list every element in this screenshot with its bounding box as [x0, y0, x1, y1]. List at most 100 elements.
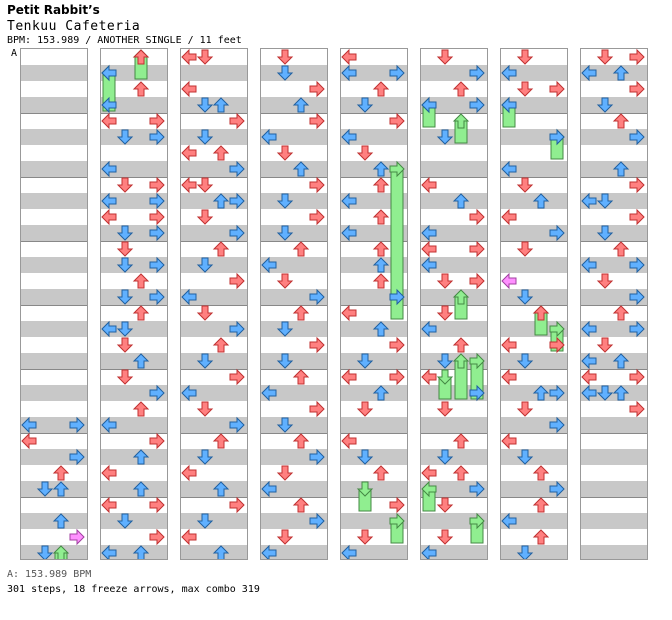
arrow-left-icon [581, 368, 597, 386]
arrow-up-icon [612, 385, 630, 401]
measure-line [341, 113, 407, 114]
measure-line [581, 113, 647, 114]
measure-line [181, 305, 247, 306]
arrow-down-icon [516, 545, 534, 559]
beat-band [21, 449, 87, 465]
arrow-right-icon [229, 496, 245, 514]
arrow-right-icon [469, 96, 485, 114]
beat-band [101, 257, 167, 273]
arrow-down-icon [356, 529, 374, 545]
arrow-down-icon [116, 225, 134, 241]
beat-band [21, 353, 87, 369]
beat-band [261, 193, 327, 209]
measure-line [181, 177, 247, 178]
beat-band [181, 321, 247, 337]
arrow-left-icon [101, 416, 117, 434]
beat-band [341, 353, 407, 369]
arrow-right-icon [229, 160, 245, 178]
beat-band [261, 65, 327, 81]
arrow-right-icon [229, 272, 245, 290]
arrow-down-icon [116, 337, 134, 353]
beat-band [181, 257, 247, 273]
song-title: Tenkuu Cafeteria [7, 19, 141, 34]
arrow-right-icon [549, 80, 565, 98]
arrow-up-icon [132, 481, 150, 497]
arrow-down-icon [276, 417, 294, 433]
measure-line [181, 497, 247, 498]
arrow-down-icon [356, 145, 374, 161]
arrow-up-icon [372, 257, 390, 273]
arrow-down-icon [276, 225, 294, 241]
arrow-left-icon [181, 144, 197, 162]
measure-line [581, 241, 647, 242]
measure-line [261, 305, 327, 306]
arrow-down-icon [196, 401, 214, 417]
stats-line: 301 steps, 18 freeze arrows, max combo 3… [7, 584, 260, 595]
arrow-right-icon [549, 384, 565, 402]
beat-band [101, 193, 167, 209]
beat-band [581, 545, 647, 559]
arrow-down-icon [356, 97, 374, 113]
beat-band [181, 545, 247, 559]
beat-band [181, 129, 247, 145]
freeze-arrow-right-icon [389, 512, 405, 530]
arrow-right-icon [309, 400, 325, 418]
arrow-left-icon [421, 464, 437, 482]
measure-line [21, 497, 87, 498]
arrow-down-icon [516, 241, 534, 257]
beat-band [501, 513, 567, 529]
arrow-left-icon [101, 64, 117, 82]
beat-band [581, 257, 647, 273]
measure-line [181, 113, 247, 114]
arrow-down-icon [516, 449, 534, 465]
arrow-left-icon [181, 288, 197, 306]
arrow-right-icon [549, 480, 565, 498]
chart-column-2 [100, 48, 168, 560]
arrow-down-icon [516, 81, 534, 97]
chart-column-6 [420, 48, 488, 560]
arrow-down-icon [596, 225, 614, 241]
beat-band [501, 65, 567, 81]
beat-band [341, 545, 407, 559]
arrow-left-icon [501, 512, 517, 530]
arrow-right-icon [69, 416, 85, 434]
arrow-up-icon [532, 305, 550, 321]
arrow-left-icon [421, 320, 437, 338]
beat-band [421, 257, 487, 273]
arrow-right-icon [629, 128, 645, 146]
arrow-left-icon [101, 464, 117, 482]
arrow-right-icon [389, 368, 405, 386]
arrow-left-icon [501, 64, 517, 82]
arrow-left-icon [101, 544, 117, 559]
arrow-down-icon [36, 481, 54, 497]
arrow-left-icon [341, 192, 357, 210]
arrow-up-icon [132, 81, 150, 97]
arrow-left-icon [421, 224, 437, 242]
beat-band [501, 97, 567, 113]
arrow-down-icon [196, 209, 214, 225]
beat-band [421, 481, 487, 497]
measure-line [501, 497, 567, 498]
section-marker: A [11, 48, 18, 59]
measure-line [421, 177, 487, 178]
chart-column-8 [580, 48, 648, 560]
measure-line [421, 113, 487, 114]
chart-column-3 [180, 48, 248, 560]
freeze-arrow-up-icon [452, 113, 470, 129]
measure-line [581, 497, 647, 498]
measure-line [101, 113, 167, 114]
beat-band [261, 257, 327, 273]
arrow-left-icon [181, 528, 197, 546]
arrow-down-icon [116, 129, 134, 145]
arrow-down-icon [436, 49, 454, 65]
arrow-right-icon [149, 112, 165, 130]
arrow-left-icon [101, 192, 117, 210]
beat-band [21, 321, 87, 337]
arrow-left-icon [341, 304, 357, 322]
arrow-down-icon [516, 401, 534, 417]
beat-band [581, 321, 647, 337]
arrow-down-icon [436, 449, 454, 465]
measure-line [101, 177, 167, 178]
arrow-right-icon [309, 336, 325, 354]
beat-band [101, 225, 167, 241]
